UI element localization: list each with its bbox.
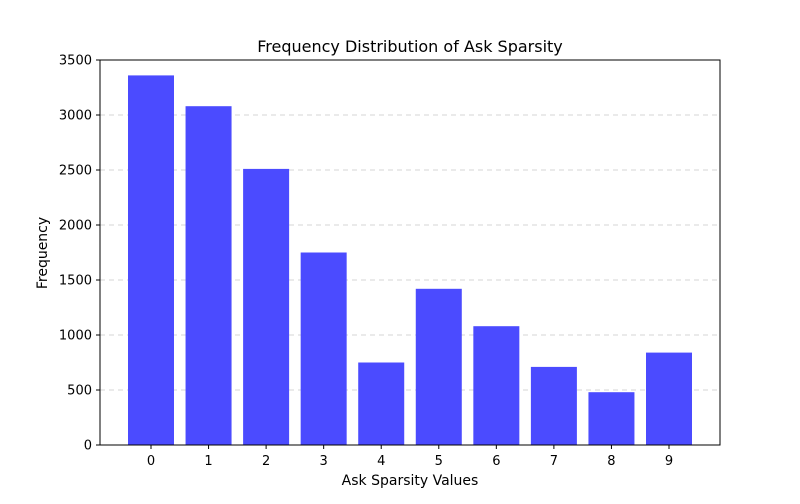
x-tick-label: 4 (377, 454, 385, 469)
bar-8 (588, 392, 635, 445)
y-tick-label: 1000 (59, 329, 92, 344)
x-axis-label: Ask Sparsity Values (342, 473, 479, 489)
bar-7 (530, 366, 577, 445)
x-tick-label: 8 (607, 454, 615, 469)
bars (128, 75, 692, 446)
bar-4 (358, 362, 405, 445)
x-tick-label: 5 (435, 454, 443, 469)
x-tick-label: 1 (204, 454, 212, 469)
y-axis-ticks: 0 500 1000 1500 2000 2500 3000 3500 (59, 54, 100, 454)
bar-0 (128, 75, 174, 446)
y-tick-label: 3000 (59, 109, 92, 124)
y-axis-label: Frequency (35, 217, 51, 289)
y-tick-label: 500 (67, 384, 92, 399)
y-tick-label: 2500 (59, 164, 92, 179)
plot-frame (99, 59, 721, 446)
x-tick-label: 7 (550, 454, 558, 469)
chart-title: Frequency Distribution of Ask Sparsity (257, 37, 563, 56)
y-tick-label: 0 (84, 439, 92, 454)
bar-9 (646, 352, 692, 445)
y-tick-label: 2000 (59, 219, 92, 234)
x-tick-label: 0 (147, 454, 155, 469)
x-axis-ticks: 0 1 2 3 4 5 6 7 8 9 (147, 445, 673, 469)
y-tick-label: 1500 (59, 274, 92, 289)
x-tick-label: 6 (492, 454, 500, 469)
x-tick-label: 9 (665, 454, 673, 469)
y-tick-label: 3500 (59, 54, 92, 69)
x-tick-label: 3 (320, 454, 328, 469)
bar-1 (185, 106, 232, 445)
x-tick-label: 2 (262, 454, 270, 469)
bar-3 (300, 252, 347, 445)
bar-6 (473, 326, 520, 445)
bar-5 (415, 288, 462, 445)
bar-2 (243, 168, 290, 445)
